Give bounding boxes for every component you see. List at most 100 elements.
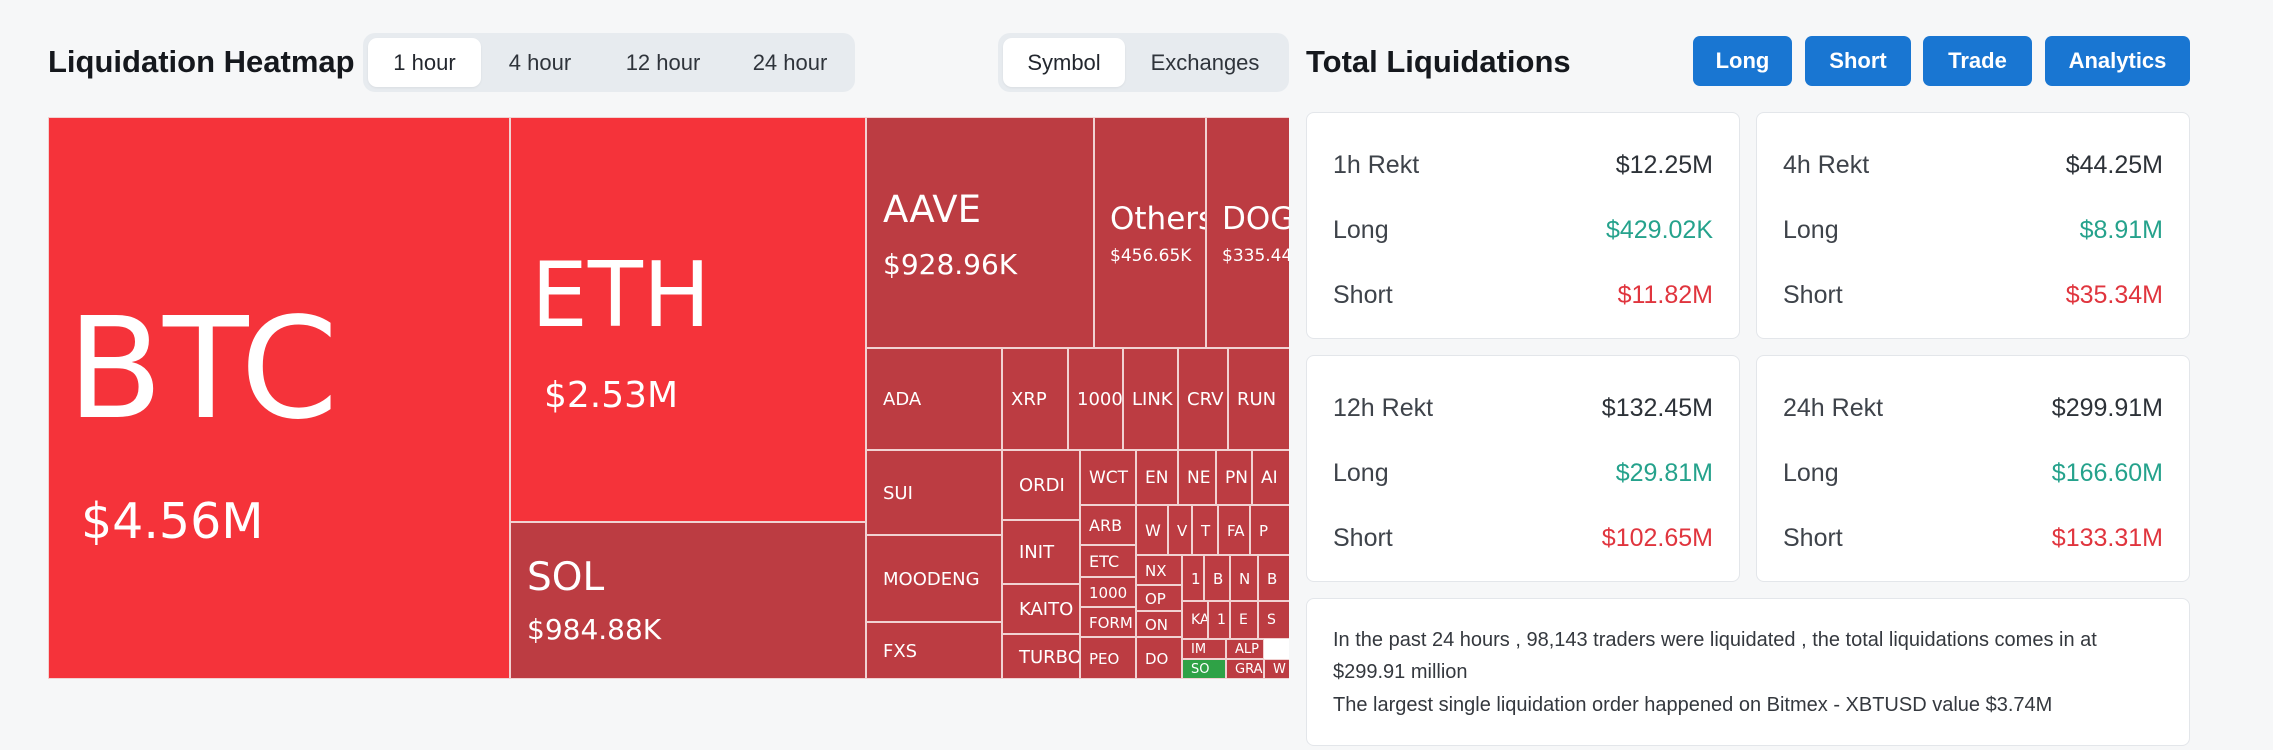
card-24h-short-label: Short	[1783, 524, 1843, 552]
tile-small[interactable]: AI	[1252, 450, 1289, 505]
tile-small-symbol: PEO	[1089, 650, 1120, 668]
card-24h-label: 24h Rekt	[1783, 394, 1884, 422]
short-button[interactable]: Short	[1805, 36, 1911, 86]
tile-small[interactable]: PEO	[1080, 637, 1136, 679]
tile-small-symbol: EN	[1145, 468, 1169, 488]
tile-small-symbol: SUI	[883, 483, 913, 504]
tile-small[interactable]: CRV	[1178, 348, 1228, 450]
tile-small[interactable]: ARB	[1080, 505, 1136, 545]
tile-small-symbol: ADA	[883, 389, 922, 410]
tile-small[interactable]: ORDI	[1002, 450, 1080, 520]
liquidation-summary: In the past 24 hours , 98,143 traders we…	[1306, 598, 2190, 746]
tile-small[interactable]: IM	[1182, 639, 1226, 659]
tab-4-hour[interactable]: 4 hour	[508, 50, 572, 75]
tile-small[interactable]: FXS	[866, 622, 1002, 679]
tile-sol-value: $984.88K	[527, 613, 662, 646]
tile-small-symbol: FORM	[1089, 614, 1133, 632]
tile-doge[interactable]: DOGE $335.44K	[1206, 117, 1289, 348]
tile-small[interactable]: TURBO	[1002, 634, 1080, 679]
tile-small[interactable]: SO	[1182, 659, 1226, 679]
tile-small[interactable]: 1000P	[1068, 348, 1123, 450]
tile-small[interactable]: FORM	[1080, 607, 1136, 637]
card-1h-rekt: 1h Rekt $12.25M Long $429.02K Short $11.82M	[1306, 112, 1740, 339]
card-12h-label: 12h Rekt	[1333, 394, 1434, 422]
tile-aave[interactable]: AAVE $928.96K	[866, 117, 1094, 348]
card-12h-short-label: Short	[1333, 524, 1393, 552]
tile-small[interactable]: B	[1204, 555, 1230, 601]
tile-small-symbol: FA	[1227, 522, 1245, 540]
tile-small[interactable]: KA	[1182, 601, 1208, 639]
tile-small-symbol: TURBO	[1019, 647, 1080, 668]
tile-small[interactable]: W	[1136, 505, 1168, 555]
tile-small[interactable]: T	[1192, 505, 1218, 555]
trade-button[interactable]: Trade	[1923, 36, 2032, 86]
tile-small[interactable]: PN	[1216, 450, 1252, 505]
tile-small[interactable]: P	[1250, 505, 1289, 555]
card-1h-long-value: $429.02K	[1605, 216, 1713, 244]
tile-small[interactable]: MOODENG	[866, 535, 1002, 622]
tile-small[interactable]: GRA	[1226, 659, 1264, 679]
tile-small-symbol: NE	[1187, 468, 1211, 488]
tile-small[interactable]: ALP	[1226, 639, 1264, 659]
card-12h-short-value: $102.65M	[1601, 524, 1713, 552]
card-4h-label: 4h Rekt	[1783, 151, 1870, 179]
summary-line-3: The largest single liquidation order hap…	[1333, 694, 2053, 716]
tile-small[interactable]: LINK	[1123, 348, 1178, 450]
tile-small[interactable]: NX	[1136, 555, 1182, 585]
tile-btc-value: $4.56M	[81, 493, 264, 550]
tile-small-symbol: KAITO	[1019, 599, 1074, 620]
card-4h-long-value: $8.91M	[2079, 216, 2163, 244]
tile-aave-value: $928.96K	[883, 248, 1018, 281]
tile-small-symbol: E	[1239, 612, 1248, 628]
tile-small[interactable]: ETC	[1080, 545, 1136, 577]
tile-small[interactable]: NE	[1178, 450, 1216, 505]
summary-line-1: In the past 24 hours , 98,143 traders we…	[1333, 629, 2097, 651]
tile-small[interactable]: 1000	[1080, 577, 1136, 607]
tile-small[interactable]: XRP	[1002, 348, 1068, 450]
tile-others[interactable]: Others $456.65K	[1094, 117, 1206, 348]
tile-small-symbol: OP	[1145, 590, 1166, 608]
analytics-button[interactable]: Analytics	[2045, 36, 2190, 86]
card-24h-long-value: $166.60M	[2051, 459, 2163, 487]
tile-small-symbol: B	[1213, 570, 1224, 588]
tile-small[interactable]: EN	[1136, 450, 1178, 505]
tab-1-hour[interactable]: 1 hour	[368, 38, 481, 87]
tab-exchanges[interactable]: Exchanges	[1150, 50, 1260, 75]
tile-small-symbol: AI	[1261, 468, 1278, 488]
tile-btc[interactable]: BTC $4.56M	[48, 117, 510, 679]
tile-small-symbol: 1	[1217, 612, 1226, 628]
tile-small[interactable]: V	[1168, 505, 1192, 555]
tile-small[interactable]: W	[1264, 659, 1289, 679]
tile-small[interactable]: S	[1258, 601, 1289, 639]
tile-small[interactable]: N	[1230, 555, 1258, 601]
tile-small[interactable]: ADA	[866, 348, 1002, 450]
tile-sol[interactable]: SOL $984.88K	[510, 522, 866, 679]
tile-small[interactable]: FA	[1218, 505, 1250, 555]
tile-small[interactable]: E	[1230, 601, 1258, 639]
tile-small-symbol: DO	[1145, 650, 1169, 668]
tile-small[interactable]: RUN	[1228, 348, 1289, 450]
tile-small-symbol: ALP	[1235, 642, 1259, 657]
tile-small[interactable]: B	[1258, 555, 1289, 601]
tile-small[interactable]: DO	[1136, 637, 1182, 679]
tab-24-hour[interactable]: 24 hour	[752, 50, 828, 75]
tab-12-hour[interactable]: 12 hour	[625, 50, 701, 75]
tile-small-symbol: ON	[1145, 616, 1169, 634]
tile-small[interactable]: SUI	[866, 450, 1002, 535]
tile-small[interactable]: KAITO	[1002, 584, 1080, 634]
group-by-selector: Symbol Exchanges	[998, 33, 1289, 92]
tab-symbol[interactable]: Symbol	[1003, 38, 1125, 87]
tile-small[interactable]: 1	[1208, 601, 1230, 639]
tile-small[interactable]: OP	[1136, 585, 1182, 611]
tile-small[interactable]: 1	[1182, 555, 1204, 601]
card-1h-short-label: Short	[1333, 281, 1393, 309]
tile-small-symbol: W	[1273, 662, 1286, 677]
heatmap-title: Liquidation Heatmap	[48, 44, 355, 79]
tile-eth-value: $2.53M	[544, 375, 679, 416]
tile-small[interactable]: INIT	[1002, 520, 1080, 584]
tile-eth[interactable]: ETH $2.53M	[510, 117, 866, 522]
tile-small-symbol: IM	[1191, 642, 1207, 657]
tile-small[interactable]: WCT	[1080, 450, 1136, 505]
tile-small[interactable]: ON	[1136, 611, 1182, 637]
long-button[interactable]: Long	[1693, 36, 1792, 86]
